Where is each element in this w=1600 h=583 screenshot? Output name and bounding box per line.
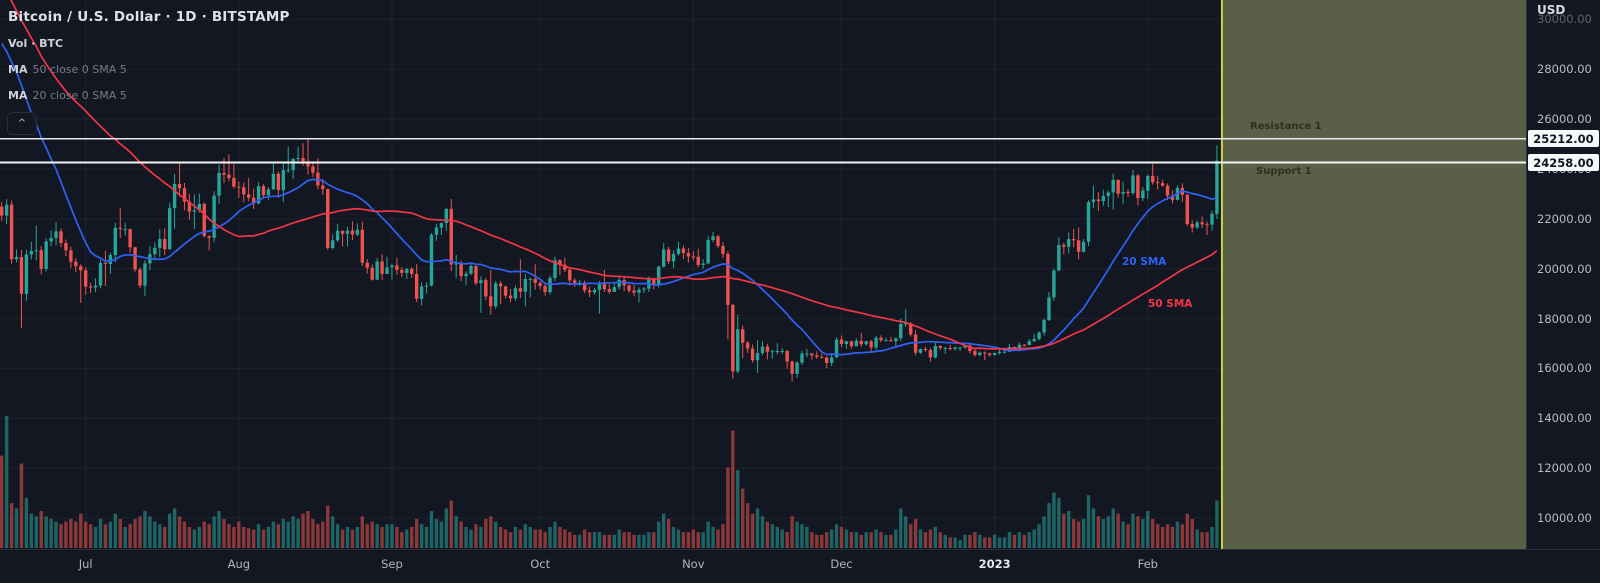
volume-legend-label: Vol · BTC xyxy=(8,36,64,50)
time-tick-label: Dec xyxy=(830,557,853,571)
support-price-label: 24258.00 xyxy=(1528,154,1599,172)
collapse-legend-button[interactable]: ^ xyxy=(7,112,37,135)
price-tick-label: 16000.00 xyxy=(1537,361,1592,376)
symbol-legend[interactable]: Bitcoin / U.S. Dollar · 1D · BITSTAMP xyxy=(8,4,290,30)
time-tick-label: Sep xyxy=(381,557,403,571)
time-tick-label: Oct xyxy=(530,557,551,571)
sma20-line[interactable] xyxy=(0,43,1218,356)
price-tick-label: 14000.00 xyxy=(1537,411,1592,426)
time-tick-label: 2023 xyxy=(978,557,1011,571)
time-tick-label: Nov xyxy=(682,557,705,571)
ma50-legend[interactable]: MA 50 close 0 SMA 5 xyxy=(8,62,127,76)
time-tick-label: Aug xyxy=(227,557,251,571)
sma50-label: 50 SMA xyxy=(1148,298,1193,310)
price-tick-label: 10000.00 xyxy=(1537,511,1592,526)
highlight-zone xyxy=(1221,0,1526,549)
chart-canvas[interactable] xyxy=(0,0,1526,549)
chevron-up-icon: ^ xyxy=(17,118,27,129)
symbol-title: Bitcoin / U.S. Dollar · 1D · BITSTAMP xyxy=(8,9,290,25)
price-tick-label: 12000.00 xyxy=(1537,461,1592,476)
price-tick-label: 22000.00 xyxy=(1537,211,1592,226)
time-axis[interactable]: Jul Aug Sep Oct Nov Dec 2023 Feb xyxy=(0,549,1600,583)
time-tick-label: Jul xyxy=(78,557,93,571)
price-tick-label: 18000.00 xyxy=(1537,311,1592,326)
candlestick-series xyxy=(0,139,1219,382)
legend: Bitcoin / U.S. Dollar · 1D · BITSTAMP Vo… xyxy=(8,4,290,108)
time-tick-label: Feb xyxy=(1137,557,1158,571)
volume-series xyxy=(0,416,1219,548)
currency-label: USD xyxy=(1537,3,1566,17)
sma50-line[interactable] xyxy=(2,0,1218,350)
price-tick-label: 26000.00 xyxy=(1537,112,1592,127)
ma20-legend[interactable]: MA 20 close 0 SMA 5 xyxy=(8,88,127,102)
sma20-label: 20 SMA xyxy=(1122,256,1167,268)
resistance-price-label: 25212.00 xyxy=(1528,130,1599,148)
price-tick-label: 28000.00 xyxy=(1537,62,1592,77)
price-axis[interactable]: USD 25212.00 24258.00 30000.00 28000.00 26… xyxy=(1526,0,1600,549)
volume-legend[interactable]: Vol · BTC xyxy=(8,30,290,56)
price-tick-label: 20000.00 xyxy=(1537,261,1592,276)
price-tick-label: 30000.00 xyxy=(1537,12,1592,27)
support-zone-label: Support 1 xyxy=(1256,166,1312,177)
resistance-zone-label: Resistance 1 xyxy=(1250,121,1322,132)
